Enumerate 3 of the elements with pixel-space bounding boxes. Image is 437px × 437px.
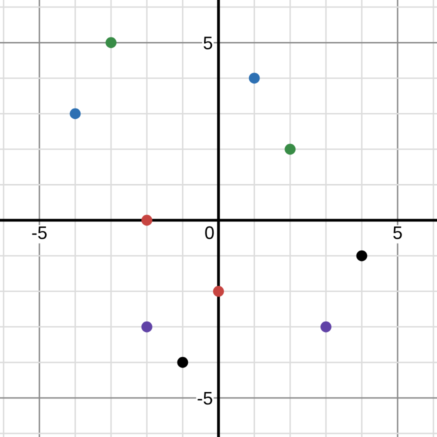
x-tick-label: 0 bbox=[205, 226, 214, 240]
x-tick-label: -5 bbox=[32, 226, 47, 240]
x-tick-label: 5 bbox=[393, 226, 402, 240]
